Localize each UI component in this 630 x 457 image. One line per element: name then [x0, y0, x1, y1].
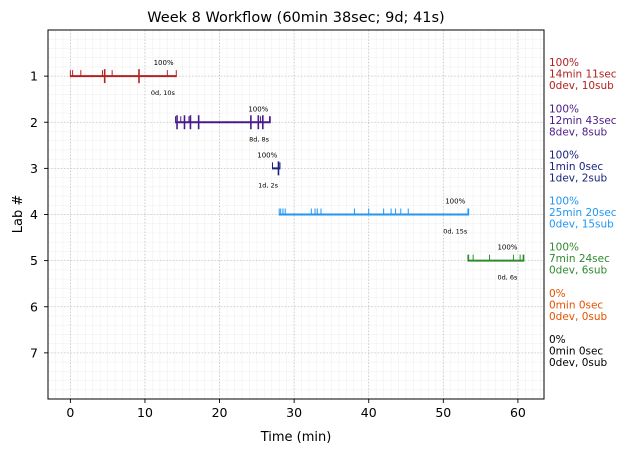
- lab-2-dev-sub-label: 8d, 8s: [249, 135, 270, 143]
- data-marks: 100% 0d, 10s 100% 8d, 8s 100% 1d, 2s 100% 0d, 1…: [69, 59, 525, 282]
- grid: [47, 30, 544, 399]
- lab-6-summary-line: 0dev, 0sub: [549, 311, 608, 323]
- lab-5-summary-line: 7min 24sec: [549, 253, 610, 265]
- lab-7-summary-line: 0min 0sec: [549, 345, 603, 357]
- lab-6-summary-line: 0min 0sec: [549, 299, 603, 311]
- lab-3-summary-line: 1min 0sec: [549, 161, 603, 173]
- y-tick-label: 7: [30, 345, 38, 360]
- y-axis-label: Lab #: [11, 195, 26, 234]
- y-tick-label: 5: [30, 253, 38, 268]
- lab-4-dev-sub-label: 0d, 15s: [443, 228, 468, 236]
- lab-4-summary-line: 0dev, 15sub: [549, 219, 614, 231]
- lab-4-completion-label: 100%: [445, 198, 465, 206]
- chart-title: Week 8 Workflow (60min 38sec; 9d; 41s): [147, 10, 444, 26]
- lab-2-completion-label: 100%: [248, 105, 268, 113]
- lab-5-completion-label: 100%: [497, 244, 517, 252]
- lab-7-summary-line: 0dev, 0sub: [549, 357, 608, 369]
- axis-ticks: 0 10 20 30 40 50 60 1 2 3 4 5 6 7: [30, 69, 526, 420]
- lab-1-summary-line: 100%: [549, 57, 579, 69]
- x-tick-label: 20: [212, 405, 228, 420]
- lab-4-summary-line: 25min 20sec: [549, 207, 617, 219]
- x-tick-label: 30: [286, 405, 302, 420]
- x-tick-label: 40: [361, 405, 377, 420]
- y-tick-label: 4: [30, 207, 38, 222]
- lab-1-dev-sub-label: 0d, 10s: [151, 89, 176, 97]
- lab-1-completion-label: 100%: [154, 59, 174, 67]
- lab-2-summary-line: 12min 43sec: [549, 115, 617, 127]
- lab-6-summary-line: 0%: [549, 288, 566, 300]
- x-tick-label: 10: [137, 405, 153, 420]
- y-tick-label: 2: [30, 115, 38, 130]
- lab-1-summary-line: 14min 11sec: [549, 69, 617, 81]
- lab-5-summary-line: 0dev, 6sub: [549, 265, 608, 277]
- lab-3-completion-label: 100%: [257, 151, 277, 159]
- lab-3-dev-sub-label: 1d, 2s: [258, 181, 279, 189]
- lab-2-summary-line: 8dev, 8sub: [549, 126, 608, 138]
- lab-5-dev-sub-label: 0d, 6s: [497, 274, 518, 282]
- x-tick-label: 50: [435, 405, 451, 420]
- x-axis-label: Time (min): [260, 430, 332, 445]
- y-tick-label: 6: [30, 299, 38, 314]
- lab-3-summary-line: 1dev, 2sub: [549, 172, 608, 184]
- y-tick-label: 1: [30, 69, 38, 84]
- lab-5-summary-line: 100%: [549, 242, 579, 254]
- lab-3-summary-line: 100%: [549, 149, 579, 161]
- lab-4-summary-line: 100%: [549, 196, 579, 208]
- x-tick-label: 60: [510, 405, 526, 420]
- x-tick-label: 0: [66, 405, 74, 420]
- lab-1-summary-line: 0dev, 10sub: [549, 80, 614, 92]
- lab-2-summary-line: 100%: [549, 103, 579, 115]
- y-tick-label: 3: [30, 161, 38, 176]
- lab-7-summary-line: 0%: [549, 334, 566, 346]
